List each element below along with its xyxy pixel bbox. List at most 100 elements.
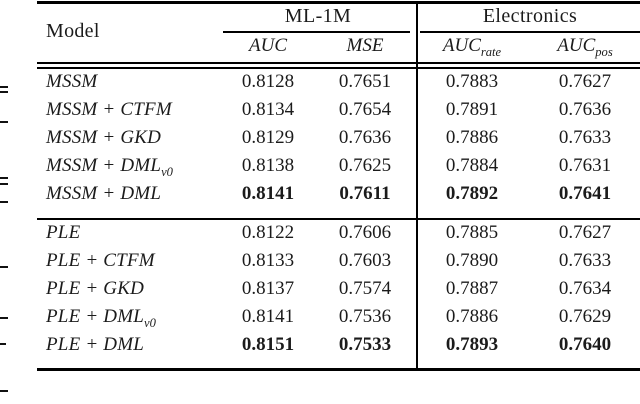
auc-rate-value: 0.7885: [445, 222, 499, 243]
group-header-ml1m: ML-1M: [284, 5, 352, 27]
auc-value: 0.8138: [241, 155, 295, 176]
auc-rate-value: 0.7892: [445, 183, 499, 204]
column-header-auc-pos: AUCpos: [533, 33, 637, 59]
model-name: PLE + CTFM: [46, 247, 155, 281]
mse-value: 0.7636: [338, 127, 392, 148]
model-text: PLE + DML: [46, 334, 145, 355]
mse-value: 0.7533: [338, 334, 392, 355]
mse-value: 0.7654: [338, 99, 392, 120]
column-header-auc-rate: AUCrate: [420, 33, 524, 59]
model-text: PLE + GKD: [46, 278, 145, 299]
table-row: MSSM + DMLv0 0.8138 0.7625 0.7884 0.7631: [0, 152, 640, 180]
page-edge-artifact: [0, 183, 8, 185]
auc-pos-value: 0.7641: [558, 183, 612, 204]
table-row: PLE + DML 0.8151 0.7533 0.7893 0.7640: [0, 331, 640, 359]
header-text: AUC: [249, 35, 287, 56]
auc-pos-value: 0.7634: [558, 278, 612, 299]
model-name: MSSM + CTFM: [46, 96, 172, 130]
auc-pos-value: 0.7636: [558, 99, 612, 120]
table-row: MSSM + CTFM 0.8134 0.7654 0.7891 0.7636: [0, 96, 640, 124]
auc-value: 0.8137: [241, 278, 295, 299]
page-edge-artifact: [0, 91, 8, 93]
header-double-rule-bottom: [37, 66, 640, 69]
header-text: AUC: [557, 35, 596, 56]
column-header-mse: MSE: [317, 33, 413, 59]
auc-rate-value: 0.7886: [445, 306, 499, 327]
mse-value: 0.7603: [338, 250, 392, 271]
auc-value: 0.8151: [241, 334, 295, 355]
auc-rate-value: 0.7886: [445, 127, 499, 148]
page-edge-artifact: [0, 343, 6, 345]
model-subscript: v0: [161, 164, 173, 179]
header-text: MSE: [346, 35, 384, 56]
mse-value: 0.7611: [339, 183, 391, 204]
model-name: MSSM: [46, 68, 97, 102]
group-header-electronics: Electronics: [482, 5, 578, 27]
auc-value: 0.8141: [241, 306, 295, 327]
page-edge-artifact: [0, 390, 8, 392]
table-bottom-rule: [37, 368, 640, 371]
auc-pos-value: 0.7640: [558, 334, 612, 355]
table-row: PLE 0.8122 0.7606 0.7885 0.7627: [0, 219, 640, 247]
table-row: PLE + CTFM 0.8133 0.7603 0.7890 0.7633: [0, 247, 640, 275]
model-name: MSSM + DMLv0: [46, 152, 173, 186]
page-edge-artifact: [0, 266, 8, 268]
header-subscript: rate: [480, 44, 502, 59]
page-edge-artifact: [0, 86, 8, 88]
auc-pos-value: 0.7633: [558, 250, 612, 271]
auc-rate-value: 0.7893: [445, 334, 499, 355]
auc-value: 0.8129: [241, 127, 295, 148]
table-row: PLE + DMLv0 0.8141 0.7536 0.7886 0.7629: [0, 303, 640, 331]
table-row: MSSM 0.8128 0.7651 0.7883 0.7627: [0, 68, 640, 96]
auc-rate-value: 0.7891: [445, 99, 499, 120]
auc-pos-value: 0.7633: [558, 127, 612, 148]
auc-pos-value: 0.7627: [558, 222, 612, 243]
auc-value: 0.8134: [241, 99, 295, 120]
mse-value: 0.7536: [338, 306, 392, 327]
model-text: MSSM: [46, 71, 98, 92]
model-name: PLE + GKD: [46, 275, 144, 309]
model-name: PLE + DMLv0: [46, 303, 156, 337]
auc-rate-value: 0.7887: [445, 278, 499, 299]
model-name: MSSM + DML: [46, 180, 161, 214]
model-text: PLE + CTFM: [46, 250, 155, 271]
column-header-model: Model: [46, 20, 100, 42]
header-double-rule-top: [37, 62, 640, 64]
model-text: PLE: [46, 222, 81, 243]
mse-value: 0.7625: [338, 155, 392, 176]
page-edge-artifact: [0, 177, 8, 179]
auc-value: 0.8128: [241, 71, 295, 92]
model-text: MSSM + CTFM: [46, 99, 172, 120]
model-name: MSSM + GKD: [46, 124, 161, 158]
dataset-divider-line: [416, 1, 418, 371]
model-text: MSSM + DML: [46, 183, 162, 204]
auc-value: 0.8133: [241, 250, 295, 271]
auc-value: 0.8141: [241, 183, 295, 204]
auc-pos-value: 0.7627: [558, 71, 612, 92]
auc-pos-value: 0.7631: [558, 155, 612, 176]
model-subscript: v0: [144, 315, 156, 330]
auc-rate-value: 0.7884: [445, 155, 499, 176]
header-text: AUC: [442, 35, 481, 56]
page-edge-artifact: [0, 317, 8, 319]
mse-value: 0.7574: [338, 278, 392, 299]
auc-rate-value: 0.7890: [445, 250, 499, 271]
header-subscript: pos: [595, 44, 613, 59]
auc-value: 0.8122: [241, 222, 295, 243]
mse-value: 0.7606: [338, 222, 392, 243]
auc-rate-value: 0.7883: [445, 71, 499, 92]
mse-value: 0.7651: [338, 71, 392, 92]
auc-pos-value: 0.7629: [558, 306, 612, 327]
model-text: MSSM + GKD: [46, 127, 162, 148]
table-row: MSSM + DML 0.8141 0.7611 0.7892 0.7641: [0, 180, 640, 208]
cmidrule-electronics: [420, 31, 640, 33]
column-header-auc: AUC: [220, 33, 316, 59]
table-row: MSSM + GKD 0.8129 0.7636 0.7886 0.7633: [0, 124, 640, 152]
table-row: PLE + GKD 0.8137 0.7574 0.7887 0.7634: [0, 275, 640, 303]
page-edge-artifact: [0, 201, 8, 203]
block-separator-rule: [37, 218, 640, 220]
table-top-rule: [37, 1, 640, 4]
model-text: MSSM + DML: [46, 155, 162, 176]
page-edge-artifact: [0, 121, 8, 123]
